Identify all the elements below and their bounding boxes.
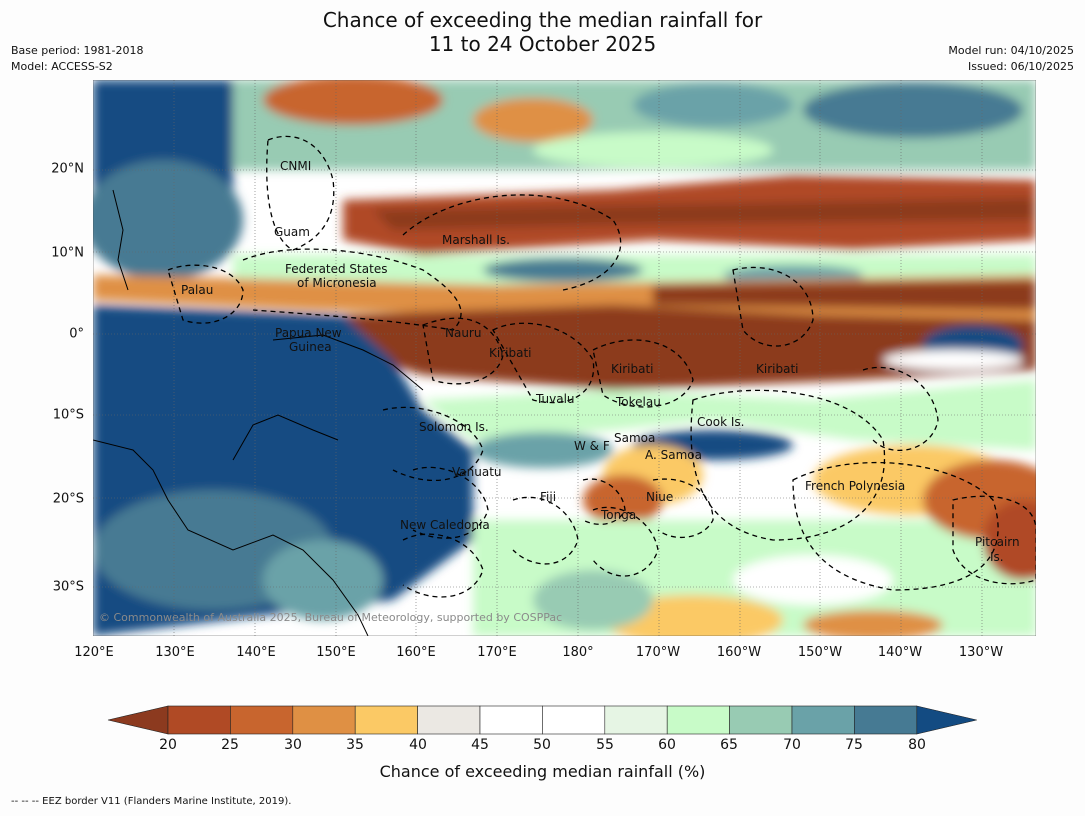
colorbar-label: Chance of exceeding median rainfall (%) [379,762,706,781]
colorbar-bin-30-35 [292,705,356,735]
probability-field [93,80,1036,636]
y-tick-20s: 20°S [52,491,84,507]
x-tick-150e: 150°E [316,645,356,660]
y-tick-0: 0° [69,326,84,342]
label-png-line-1: Papua New [275,326,342,340]
colorbar-bin-55-60 [604,705,668,735]
colorbar-tick-30: 30 [284,737,302,753]
model-name: Model: ACCESS-S2 [11,60,113,73]
x-tick-170w: 170°W [635,645,681,660]
label-cnmi: CNMI [280,159,311,173]
label-kiribati-west: Kiribati [489,346,531,360]
colorbar-tick-60: 60 [658,737,676,753]
label-new-caledonia: New Caledonia [400,518,490,532]
label-png-line-2: Guinea [289,340,332,354]
colorbar-tick-75: 75 [845,737,863,753]
title-line-2: 11 to 24 October 2025 [428,32,657,56]
colorbar-over-triangle [916,705,977,735]
issued-date: Issued: 06/10/2025 [967,60,1074,73]
label-nauru: Nauru [445,326,481,340]
label-american-samoa: A. Samoa [645,448,702,462]
label-tonga: Tonga [600,508,636,522]
x-tick-140w: 140°W [877,645,923,660]
label-fsm-line-1: Federated States [285,262,387,276]
eez-borders [167,135,1036,598]
x-tick-120e: 120°E [74,645,114,660]
label-pitcairn-line-1: Pitcairn [975,535,1020,549]
colorbar-under-triangle [107,705,169,735]
colorbar-bin-60-65 [666,705,730,735]
colorbar-bin-70-75 [791,705,855,735]
x-tick-130e: 130°E [155,645,195,660]
y-tick-10n: 10°N [51,245,84,261]
rainfall-map: CNMI Guam Marshall Is. Federated States … [93,80,1036,636]
label-tokelau: Tokelau [615,395,661,409]
label-cook-islands: Cook Is. [697,415,744,429]
colorbar-bin-50-55 [542,705,606,735]
colorbar-bin-75-80 [854,705,918,735]
x-tick-180: 180° [562,645,594,660]
x-tick-130w: 130°W [958,645,1004,660]
colorbar-tick-35: 35 [346,737,364,753]
colorbar-bin-35-40 [354,705,418,735]
label-samoa: Samoa [614,431,655,445]
colorbar-tick-50: 50 [533,737,551,753]
label-fsm-line-2: of Micronesia [297,276,377,290]
x-tick-150w: 150°W [797,645,843,660]
colorbar-bin-25-30 [230,705,294,735]
label-pitcairn-line-2: Is. [990,550,1004,564]
colorbar-tick-65: 65 [720,737,738,753]
colorbar-bin-40-45 [417,705,481,735]
graticule [93,80,1036,636]
colorbar-tick-70: 70 [783,737,801,753]
colorbar-bin-65-70 [729,705,793,735]
label-niue: Niue [646,490,673,504]
label-kiribati-central: Kiribati [611,362,653,376]
chart-title: Chance of exceeding the median rainfall … [0,8,1085,56]
label-palau: Palau [181,283,213,297]
label-wallis-futuna: W & F [574,439,610,453]
label-vanuatu: Vanuatu [452,465,502,479]
x-tick-160w: 160°W [716,645,762,660]
x-tick-140e: 140°E [236,645,276,660]
map-svg: CNMI Guam Marshall Is. Federated States … [93,80,1036,636]
label-fiji: Fiji [540,490,556,504]
coastlines [93,189,424,636]
colorbar-tick-40: 40 [409,737,427,753]
x-tick-160e: 160°E [396,645,436,660]
colorbar-tick-20: 20 [159,737,177,753]
title-line-1: Chance of exceeding the median rainfall … [322,8,763,32]
colorbar-tick-80: 80 [908,737,926,753]
colorbar-bin-45-50 [479,705,543,735]
x-tick-170e: 170°E [477,645,517,660]
label-marshall: Marshall Is. [442,233,510,247]
meta-left: Base period: 1981-2018 Model: ACCESS-S2 [11,43,143,75]
label-kiribati-east: Kiribati [756,362,798,376]
copyright-notice: © Commonwealth of Australia 2025, Bureau… [99,611,562,624]
label-tuvalu: Tuvalu [535,392,575,406]
label-guam: Guam [274,225,310,239]
y-tick-20n: 20°N [51,161,84,177]
colorbar-tick-25: 25 [221,737,239,753]
colorbar-tick-45: 45 [471,737,489,753]
base-period: Base period: 1981-2018 [11,44,144,57]
colorbar-bin-20-25 [167,705,231,735]
model-run: Model run: 04/10/2025 [948,44,1074,57]
meta-right: Model run: 04/10/2025 Issued: 06/10/2025 [948,43,1074,75]
y-tick-10s: 10°S [52,407,84,423]
eez-footnote: -- -- -- EEZ border V11 (Flanders Marine… [11,796,292,807]
colorbar-tick-55: 55 [596,737,614,753]
label-french-polynesia: French Polynesia [805,479,905,493]
label-solomon: Solomon Is. [419,420,489,434]
colorbar [107,705,977,735]
y-tick-30s: 30°S [52,579,84,595]
